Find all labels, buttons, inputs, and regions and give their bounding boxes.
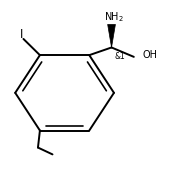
Text: NH$_2$: NH$_2$ [104,10,123,24]
Text: I: I [20,28,23,41]
Text: &1: &1 [115,52,125,61]
Polygon shape [108,24,115,47]
Text: OH: OH [143,51,158,61]
